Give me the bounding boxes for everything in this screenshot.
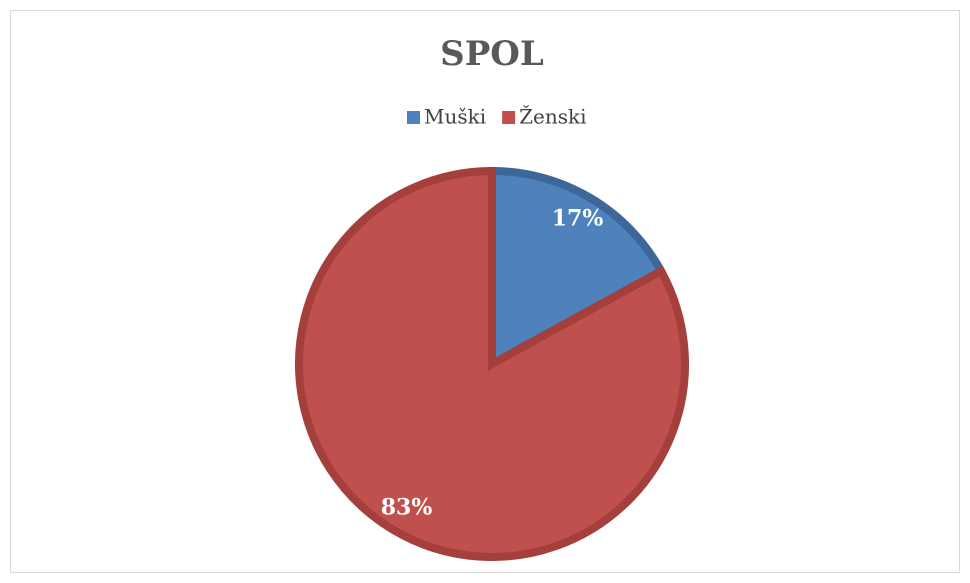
data-label: 83%: [381, 495, 433, 521]
pie-slice: [488, 166, 667, 371]
legend-swatch: [407, 111, 420, 124]
legend-label: Muški: [424, 105, 486, 129]
chart-title: SPOL: [440, 34, 544, 74]
pie-slice: [295, 166, 689, 561]
legend-label: Ženski: [519, 105, 586, 129]
data-label: 17%: [552, 205, 604, 231]
legend-swatch: [502, 111, 516, 124]
